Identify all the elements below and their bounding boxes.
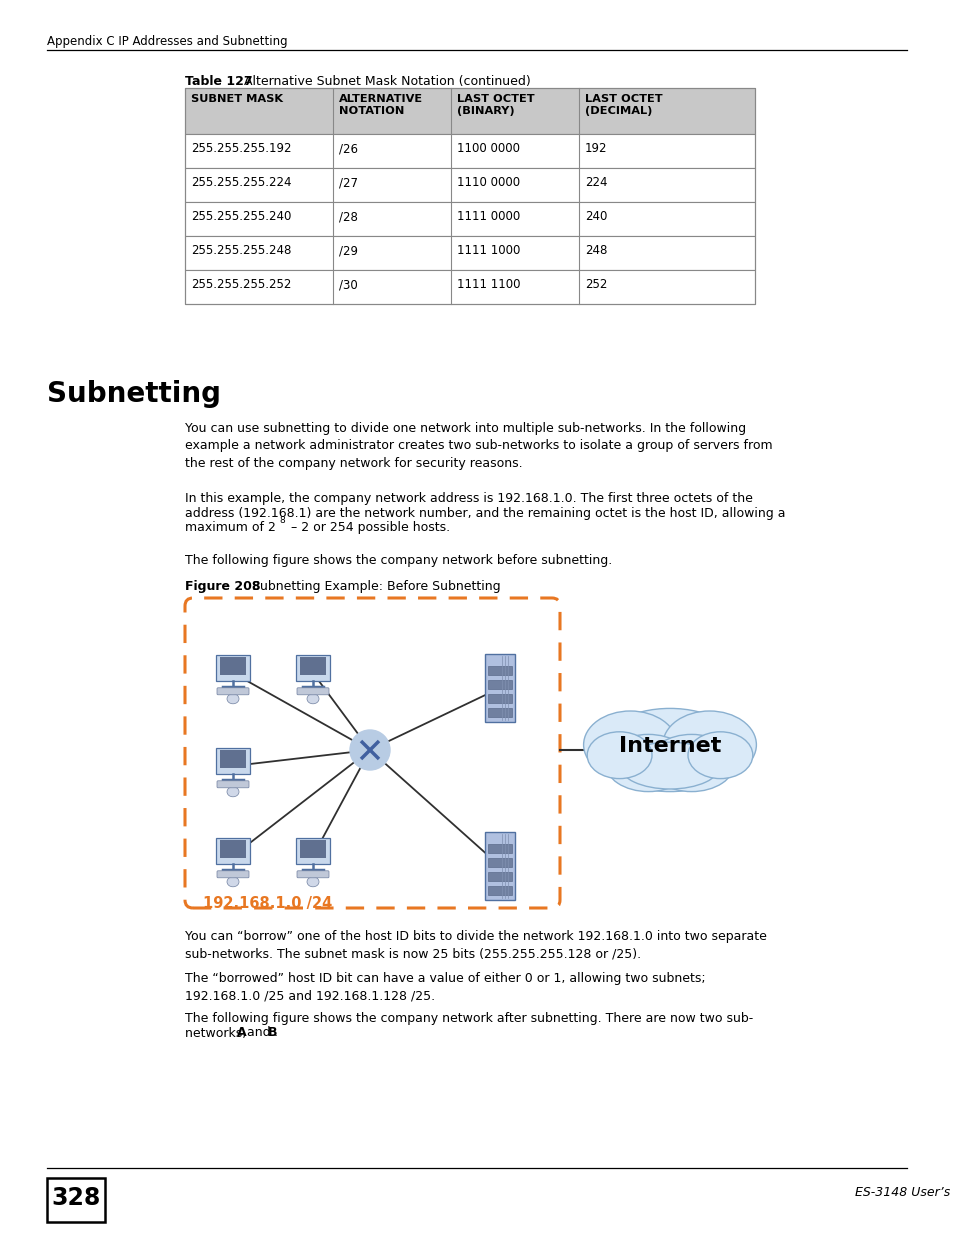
Text: B: B bbox=[268, 1026, 277, 1040]
Text: Table 127: Table 127 bbox=[185, 75, 253, 88]
Bar bbox=[220, 657, 246, 674]
Text: maximum of 2: maximum of 2 bbox=[185, 521, 275, 534]
Text: /28: /28 bbox=[338, 210, 357, 224]
Text: Figure 208: Figure 208 bbox=[185, 580, 260, 593]
Text: 255.255.255.224: 255.255.255.224 bbox=[191, 177, 292, 189]
Bar bbox=[185, 168, 754, 203]
Bar bbox=[488, 694, 512, 703]
Text: and: and bbox=[243, 1026, 274, 1040]
Ellipse shape bbox=[307, 877, 318, 887]
Bar bbox=[488, 858, 512, 867]
Ellipse shape bbox=[604, 735, 691, 792]
FancyBboxPatch shape bbox=[185, 598, 559, 908]
Bar bbox=[215, 837, 250, 863]
Bar bbox=[488, 885, 512, 895]
Text: 328: 328 bbox=[51, 1186, 101, 1210]
Text: /27: /27 bbox=[338, 177, 357, 189]
Text: 192.168.1.0 /24: 192.168.1.0 /24 bbox=[203, 897, 332, 911]
Text: 1110 0000: 1110 0000 bbox=[456, 177, 519, 189]
FancyBboxPatch shape bbox=[216, 871, 249, 878]
FancyBboxPatch shape bbox=[216, 688, 249, 695]
FancyBboxPatch shape bbox=[296, 871, 329, 878]
Bar bbox=[185, 88, 754, 135]
Ellipse shape bbox=[662, 711, 756, 778]
Text: 255.255.255.248: 255.255.255.248 bbox=[191, 245, 291, 257]
Bar bbox=[185, 135, 754, 168]
Bar bbox=[299, 657, 326, 674]
Text: 192: 192 bbox=[584, 142, 607, 156]
Bar bbox=[299, 840, 326, 858]
Ellipse shape bbox=[687, 732, 752, 778]
Bar bbox=[484, 832, 515, 900]
Bar bbox=[484, 655, 515, 722]
Text: A: A bbox=[236, 1026, 247, 1040]
Text: /26: /26 bbox=[338, 142, 357, 156]
Ellipse shape bbox=[307, 694, 318, 704]
FancyBboxPatch shape bbox=[296, 688, 329, 695]
Text: 1100 0000: 1100 0000 bbox=[456, 142, 519, 156]
Text: /29: /29 bbox=[338, 245, 357, 257]
Text: networks,: networks, bbox=[185, 1026, 250, 1040]
Bar bbox=[185, 88, 754, 304]
Bar bbox=[488, 680, 512, 689]
Text: – 2 or 254 possible hosts.: – 2 or 254 possible hosts. bbox=[287, 521, 450, 534]
Text: The “borrowed” host ID bit can have a value of either 0 or 1, allowing two subne: The “borrowed” host ID bit can have a va… bbox=[185, 972, 705, 1003]
Text: Subnetting Example: Before Subnetting: Subnetting Example: Before Subnetting bbox=[240, 580, 500, 593]
Bar bbox=[185, 236, 754, 270]
Ellipse shape bbox=[598, 709, 741, 792]
Ellipse shape bbox=[227, 787, 239, 797]
Bar bbox=[185, 270, 754, 304]
Text: 255.255.255.240: 255.255.255.240 bbox=[191, 210, 291, 224]
Bar bbox=[295, 837, 330, 863]
Text: Appendix C IP Addresses and Subnetting: Appendix C IP Addresses and Subnetting bbox=[47, 35, 287, 48]
Ellipse shape bbox=[227, 877, 239, 887]
Text: 255.255.255.252: 255.255.255.252 bbox=[191, 278, 291, 291]
Text: 248: 248 bbox=[584, 245, 607, 257]
Bar bbox=[47, 1178, 105, 1221]
Bar bbox=[185, 203, 754, 236]
Bar bbox=[295, 655, 330, 680]
Ellipse shape bbox=[583, 711, 677, 778]
Text: You can “borrow” one of the host ID bits to divide the network 192.168.1.0 into : You can “borrow” one of the host ID bits… bbox=[185, 930, 766, 961]
Text: In this example, the company network address is 192.168.1.0. The first three oct: In this example, the company network add… bbox=[185, 492, 752, 505]
Text: address (192.168.1) are the network number, and the remaining octet is the host : address (192.168.1) are the network numb… bbox=[185, 506, 784, 520]
Text: Subnetting: Subnetting bbox=[47, 380, 221, 408]
Bar bbox=[488, 708, 512, 718]
Text: 1111 0000: 1111 0000 bbox=[456, 210, 519, 224]
FancyBboxPatch shape bbox=[216, 781, 249, 788]
Text: LAST OCTET
(DECIMAL): LAST OCTET (DECIMAL) bbox=[584, 94, 662, 116]
Bar bbox=[215, 655, 250, 680]
Ellipse shape bbox=[227, 694, 239, 704]
Circle shape bbox=[350, 730, 390, 769]
Text: 240: 240 bbox=[584, 210, 607, 224]
Bar bbox=[488, 872, 512, 881]
Text: /30: /30 bbox=[338, 278, 357, 291]
Bar bbox=[220, 750, 246, 768]
Text: Alternative Subnet Mask Notation (continued): Alternative Subnet Mask Notation (contin… bbox=[232, 75, 530, 88]
Text: 255.255.255.192: 255.255.255.192 bbox=[191, 142, 292, 156]
Bar bbox=[488, 666, 512, 676]
Ellipse shape bbox=[587, 732, 651, 778]
Text: 8: 8 bbox=[278, 516, 284, 525]
Text: 252: 252 bbox=[584, 278, 607, 291]
Text: ES-3148 User’s Guide: ES-3148 User’s Guide bbox=[854, 1186, 953, 1199]
Bar bbox=[220, 840, 246, 858]
Bar bbox=[488, 844, 512, 853]
Bar bbox=[215, 748, 250, 774]
Text: 1111 1000: 1111 1000 bbox=[456, 245, 519, 257]
Text: 1111 1100: 1111 1100 bbox=[456, 278, 520, 291]
Text: SUBNET MASK: SUBNET MASK bbox=[191, 94, 283, 104]
Text: LAST OCTET
(BINARY): LAST OCTET (BINARY) bbox=[456, 94, 534, 116]
Text: You can use subnetting to divide one network into multiple sub-networks. In the : You can use subnetting to divide one net… bbox=[185, 422, 772, 471]
Text: ALTERNATIVE
NOTATION: ALTERNATIVE NOTATION bbox=[338, 94, 423, 116]
Text: 224: 224 bbox=[584, 177, 607, 189]
Ellipse shape bbox=[618, 742, 720, 789]
Text: The following figure shows the company network after subnetting. There are now t: The following figure shows the company n… bbox=[185, 1011, 753, 1025]
Text: .: . bbox=[274, 1026, 277, 1040]
Text: Internet: Internet bbox=[618, 736, 720, 756]
Text: The following figure shows the company network before subnetting.: The following figure shows the company n… bbox=[185, 555, 612, 567]
Ellipse shape bbox=[648, 735, 734, 792]
